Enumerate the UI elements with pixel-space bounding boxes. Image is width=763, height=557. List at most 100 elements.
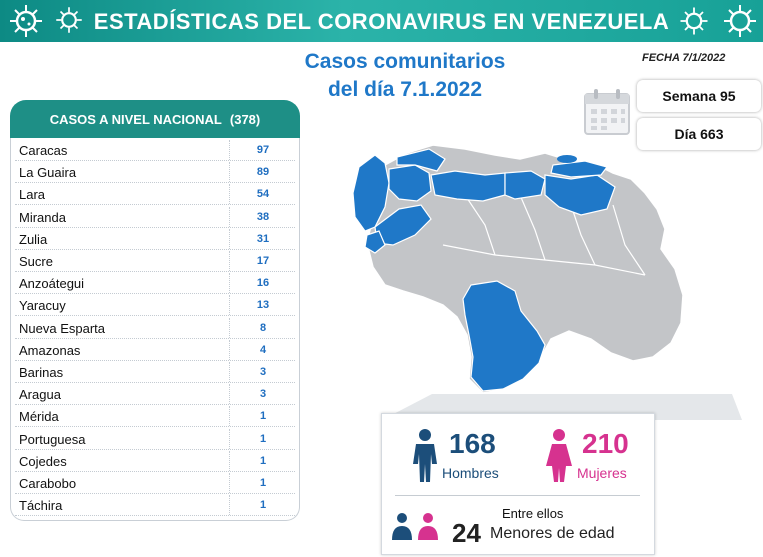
row-divider — [229, 184, 230, 205]
menores-label: Menores de edad — [490, 525, 615, 542]
week-badge: Semana 95 — [637, 80, 761, 112]
man-icon — [413, 429, 437, 482]
case-count: 16 — [256, 277, 270, 290]
map-state-lara — [388, 164, 432, 202]
state-name: Caracas — [19, 143, 68, 158]
child-icon — [392, 513, 438, 540]
table-row: La Guaira 89 — [15, 162, 295, 184]
state-name: Lara — [19, 187, 46, 203]
case-count: 3 — [259, 388, 267, 401]
table-row: Amazonas 4 — [15, 339, 295, 361]
state-name: Portuguesa — [19, 431, 86, 447]
case-count: 1 — [259, 454, 267, 467]
state-name: Yaracuy — [19, 298, 66, 314]
state-name: Zulia — [19, 231, 48, 247]
mujeres-label: Mujeres — [577, 465, 627, 481]
state-name: Táchira — [19, 498, 63, 514]
state-name: Amazonas — [19, 342, 81, 358]
woman-icon — [546, 429, 572, 482]
case-count: 1 — [259, 499, 267, 512]
table-row: Zulia 31 — [15, 228, 295, 250]
table-row: Miranda 38 — [15, 206, 295, 228]
map-state-tachira — [364, 230, 386, 254]
state-name: Sucre — [19, 254, 53, 269]
subtitle-line-2: del día 7.1.2022 — [327, 78, 483, 101]
entre-ellos-label: Entre ellos — [502, 506, 564, 521]
virus-icon — [724, 5, 756, 37]
case-count: 17 — [256, 255, 270, 267]
table-header: CASOS A NIVEL NACIONAL (378) — [10, 100, 300, 138]
row-divider — [229, 273, 230, 294]
map-state-center — [430, 170, 506, 202]
stats-divider — [395, 495, 640, 496]
map-state-falcon-coast — [396, 148, 446, 172]
case-count: 97 — [256, 144, 270, 156]
row-divider — [229, 206, 230, 227]
row-divider — [229, 362, 230, 382]
state-name: La Guaira — [19, 165, 77, 181]
row-divider — [229, 228, 230, 249]
table-row: Nueva Esparta 8 — [15, 317, 295, 339]
table-row: Portuguesa 1 — [15, 428, 295, 450]
table-row: Táchira 1 — [15, 495, 295, 517]
subtitle-line-1: Casos comunitarios — [304, 50, 506, 73]
state-name: Nueva Esparta — [19, 320, 105, 336]
map-state-caracas — [504, 170, 546, 200]
table-row: Cojedes 1 — [15, 450, 295, 472]
state-name: Anzoátegui — [19, 276, 85, 292]
mujeres-count: 210 — [582, 428, 629, 459]
map-state-amazonas — [462, 280, 546, 392]
table-row: Aragua 3 — [15, 384, 295, 406]
row-divider — [229, 339, 230, 360]
row-divider — [229, 317, 230, 338]
state-name: Aragua — [19, 387, 61, 403]
table-header-label: CASOS A NIVEL NACIONAL — [49, 111, 222, 127]
state-name: Barinas — [19, 365, 64, 380]
table-row: Anzoátegui 16 — [15, 273, 295, 295]
date-label: FECHA 7/1/2022 — [642, 52, 726, 64]
venezuela-map — [352, 144, 684, 394]
row-divider — [229, 473, 230, 493]
table-row: Yaracuy 13 — [15, 295, 295, 317]
table-row: Sucre 17 — [15, 251, 295, 272]
state-name: Carabobo — [19, 476, 77, 491]
row-divider — [229, 384, 230, 405]
case-count: 8 — [259, 321, 267, 334]
cases-table: Caracas 97 La Guaira 89 Lara 54 Miranda 38 Zulia… — [10, 138, 300, 521]
subtitle: Casos comunitarios del día 7.1.2022 — [250, 48, 560, 104]
virus-icon — [680, 7, 708, 35]
case-count: 1 — [259, 432, 267, 445]
case-count: 31 — [256, 232, 270, 245]
table-row: Lara 54 — [15, 184, 295, 206]
map-state-zulia — [352, 154, 390, 232]
map-island-nueva-esparta — [557, 155, 577, 163]
case-count: 13 — [256, 299, 270, 312]
header-banner: ESTADÍSTICAS DEL CORONAVIRUS EN VENEZUEL… — [0, 0, 763, 42]
page-title: ESTADÍSTICAS DEL CORONAVIRUS EN VENEZUEL… — [93, 9, 670, 34]
row-divider — [229, 450, 230, 471]
hombres-label: Hombres — [442, 465, 499, 481]
case-count: 1 — [259, 410, 267, 423]
case-count: 89 — [256, 166, 270, 179]
menores-count: 24 — [452, 518, 481, 548]
table-row: Mérida 1 — [15, 406, 295, 428]
case-count: 54 — [256, 188, 270, 201]
case-count: 4 — [259, 343, 267, 356]
row-divider — [229, 140, 230, 160]
hombres-count: 168 — [449, 428, 496, 459]
case-count: 3 — [259, 366, 267, 378]
case-count: 38 — [256, 210, 270, 223]
row-divider — [229, 495, 230, 516]
calendar-icon — [584, 89, 630, 135]
row-divider — [229, 428, 230, 449]
map-state-east — [544, 174, 616, 216]
virus-icon — [56, 7, 82, 33]
row-divider — [229, 295, 230, 316]
state-name: Mérida — [19, 409, 59, 425]
table-row: Barinas 3 — [15, 362, 295, 383]
virus-icon — [10, 5, 42, 37]
table-row: Caracas 97 — [15, 140, 295, 161]
state-name: Miranda — [19, 209, 66, 225]
row-divider — [229, 251, 230, 271]
table-header-total: (378) — [229, 111, 261, 127]
